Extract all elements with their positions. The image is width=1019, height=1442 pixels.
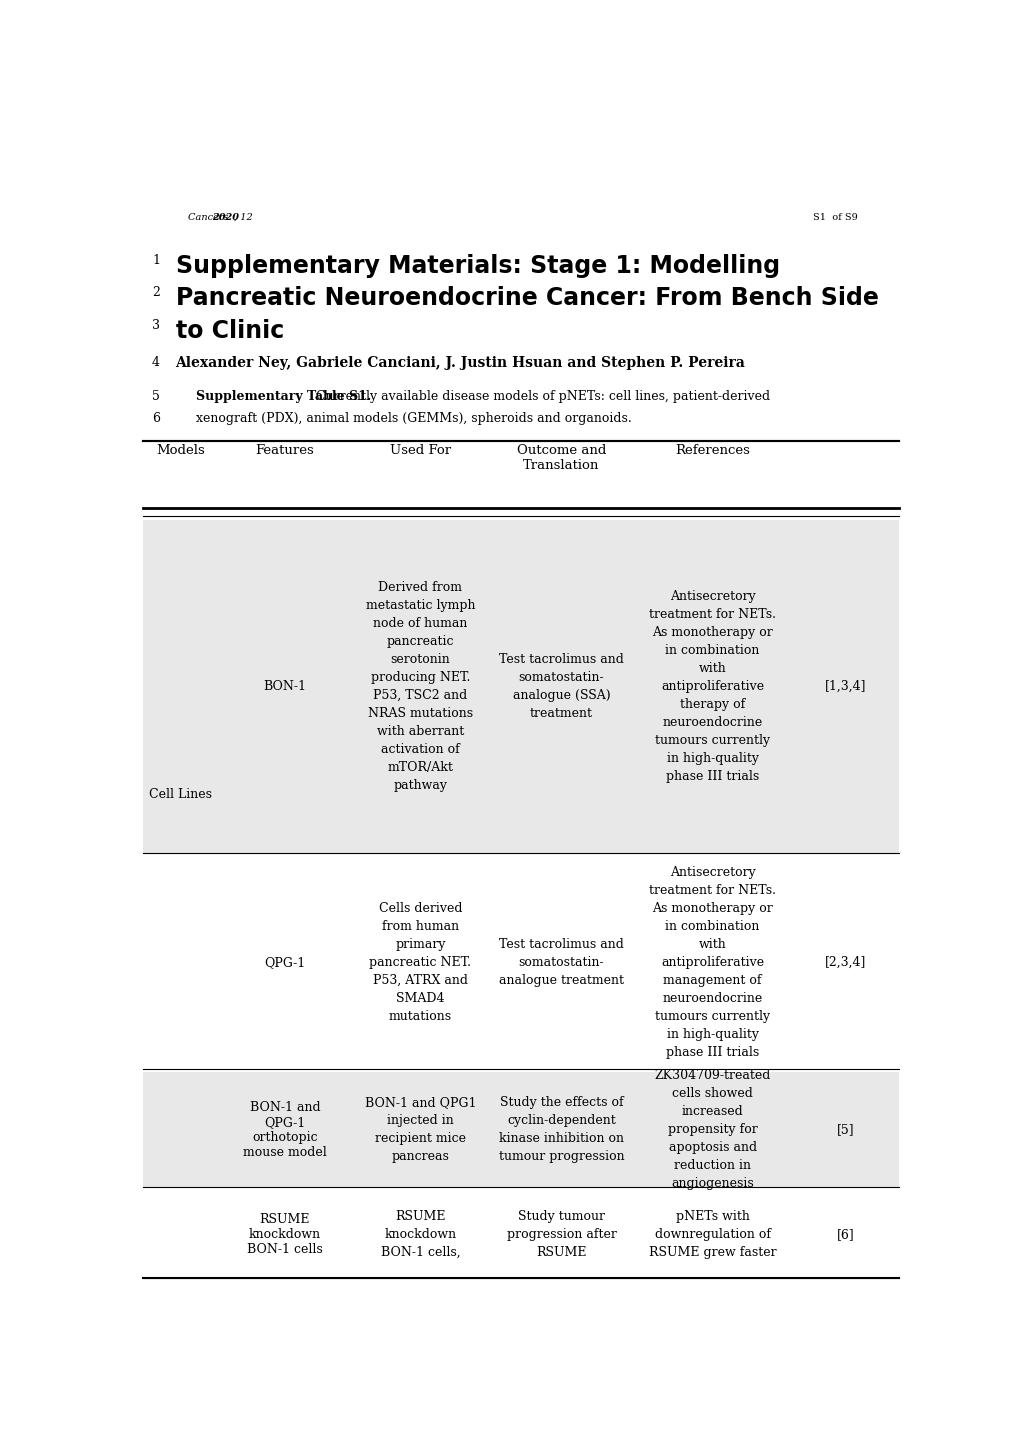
Text: BON-1: BON-1	[263, 679, 306, 692]
Bar	[143, 519, 898, 854]
Bar	[143, 1191, 898, 1278]
Text: Supplementary Table S1.: Supplementary Table S1.	[196, 391, 371, 404]
Text: BON-1 and
QPG-1
orthotopic
mouse model: BON-1 and QPG-1 orthotopic mouse model	[243, 1100, 326, 1159]
Text: 6: 6	[152, 412, 160, 425]
Text: xenograft (PDX), animal models (GEMMs), spheroids and organoids.: xenograft (PDX), animal models (GEMMs), …	[196, 412, 631, 425]
Bar	[143, 857, 898, 1069]
Text: Supplementary Materials: Stage 1: Modelling: Supplementary Materials: Stage 1: Modell…	[175, 254, 779, 278]
Text: 4: 4	[152, 356, 160, 369]
Text: QPG-1: QPG-1	[264, 956, 305, 969]
Text: RSUME
knockdown
BON-1 cells,: RSUME knockdown BON-1 cells,	[380, 1210, 460, 1259]
Text: Antisecretory
treatment for NETs.
As monotherapy or
in combination
with
antiprol: Antisecretory treatment for NETs. As mon…	[648, 590, 775, 783]
Text: RSUME
knockdown
BON-1 cells: RSUME knockdown BON-1 cells	[247, 1213, 322, 1256]
Text: Test tacrolimus and
somatostatin-
analogue (SSA)
treatment: Test tacrolimus and somatostatin- analog…	[498, 653, 624, 720]
Text: 1: 1	[152, 254, 160, 267]
Text: BON-1 and QPG1
injected in
recipient mice
pancreas: BON-1 and QPG1 injected in recipient mic…	[365, 1096, 476, 1164]
Text: Antisecretory
treatment for NETs.
As monotherapy or
in combination
with
antiprol: Antisecretory treatment for NETs. As mon…	[648, 867, 775, 1060]
Text: Currently available disease models of pNETs: cell lines, patient-derived: Currently available disease models of pN…	[312, 391, 769, 404]
Text: [5]: [5]	[836, 1123, 854, 1136]
Text: 3: 3	[152, 319, 160, 332]
Text: References: References	[675, 444, 749, 457]
Text: 2020: 2020	[212, 213, 238, 222]
Text: Pancreatic Neuroendocrine Cancer: From Bench Side: Pancreatic Neuroendocrine Cancer: From B…	[175, 286, 877, 310]
Text: Cells derived
from human
primary
pancreatic NET.
P53, ATRX and
SMAD4
mutations: Cells derived from human primary pancrea…	[369, 903, 471, 1024]
Text: Alexander Ney, Gabriele Canciani, J. Justin Hsuan and Stephen P. Pereira: Alexander Ney, Gabriele Canciani, J. Jus…	[175, 356, 745, 371]
Text: , 12: , 12	[234, 213, 253, 222]
Text: Cell Lines: Cell Lines	[150, 787, 212, 800]
Text: Study the effects of
cyclin-dependent
kinase inhibition on
tumour progression: Study the effects of cyclin-dependent ki…	[498, 1096, 624, 1164]
Text: Study tumour
progression after
RSUME: Study tumour progression after RSUME	[506, 1210, 615, 1259]
Text: Test tacrolimus and
somatostatin-
analogue treatment: Test tacrolimus and somatostatin- analog…	[498, 939, 624, 988]
Text: pNETs with
downregulation of
RSUME grew faster: pNETs with downregulation of RSUME grew …	[648, 1210, 775, 1259]
Text: Models: Models	[157, 444, 205, 457]
Text: [2,3,4]: [2,3,4]	[824, 956, 865, 969]
Text: 2: 2	[152, 286, 160, 300]
Text: Cancers: Cancers	[187, 213, 231, 222]
Text: [6]: [6]	[836, 1229, 854, 1242]
Text: Features: Features	[255, 444, 314, 457]
Text: ZK304709-treated
cells showed
increased
propensity for
apoptosis and
reduction i: ZK304709-treated cells showed increased …	[654, 1070, 770, 1190]
Text: Outcome and
Translation: Outcome and Translation	[517, 444, 605, 472]
Text: [1,3,4]: [1,3,4]	[824, 679, 865, 692]
Text: Derived from
metastatic lymph
node of human
pancreatic
serotonin
producing NET.
: Derived from metastatic lymph node of hu…	[366, 581, 475, 792]
Text: S1  of S9: S1 of S9	[812, 213, 857, 222]
Text: to Clinic: to Clinic	[175, 319, 283, 343]
Text: 5: 5	[152, 391, 160, 404]
Text: Used For: Used For	[389, 444, 450, 457]
Bar	[143, 1073, 898, 1187]
